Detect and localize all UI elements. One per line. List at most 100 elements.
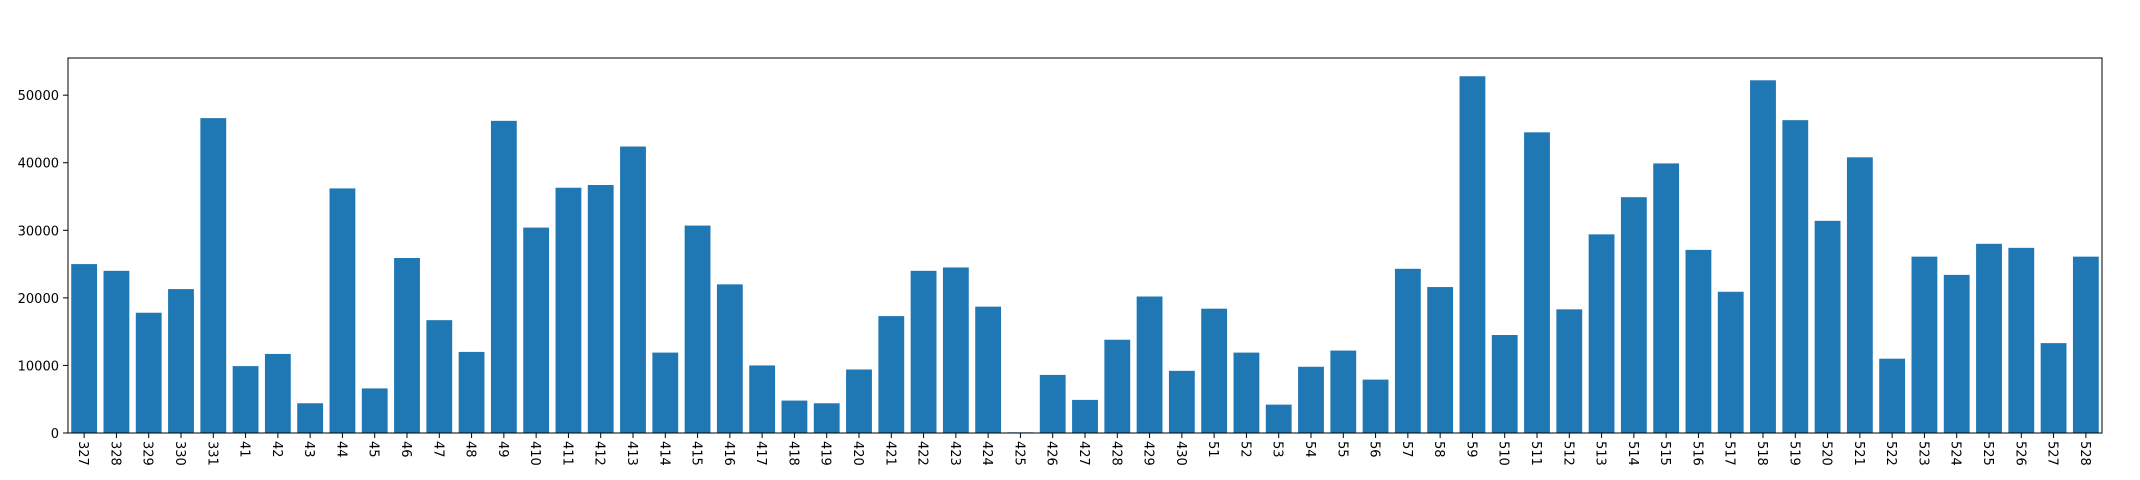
bar-49: [490, 120, 517, 434]
bar-521: [1846, 157, 1873, 433]
bar-522: [1879, 358, 1906, 433]
x-tick-label: 47: [430, 441, 445, 458]
bar-514: [1620, 197, 1647, 433]
bar-57: [1394, 268, 1421, 433]
bar-518: [1750, 80, 1776, 433]
x-tick-label: 54: [1302, 441, 1317, 458]
bar-424: [975, 306, 1002, 433]
bar-429: [1136, 296, 1163, 433]
x-tick-label: 515: [1657, 441, 1672, 466]
x-axis: 327 328 329 330 331 41 42 43 44 45 46 47 48 49 410 411 4…: [75, 433, 2092, 466]
x-tick-label: 520: [1819, 441, 1834, 466]
bar-54: [1298, 366, 1324, 433]
x-tick-label: 58: [1431, 441, 1446, 458]
x-tick-label: 330: [172, 441, 187, 466]
x-tick-label: 420: [850, 441, 865, 466]
y-axis: 0 10000 20000 30000 40000 50000: [18, 89, 68, 442]
x-tick-label: 42: [269, 441, 284, 458]
x-tick-label: 527: [2045, 441, 2060, 466]
bar-59: [1459, 76, 1486, 434]
x-tick-label: 430: [1173, 441, 1188, 466]
bar-423: [942, 267, 969, 433]
x-tick-label: 427: [1076, 441, 1091, 466]
x-tick-label: 514: [1625, 441, 1640, 466]
x-tick-label: 417: [753, 441, 768, 466]
bar-418: [781, 400, 808, 433]
bar-329: [135, 312, 162, 433]
bar-421: [878, 316, 905, 433]
bar-517: [1717, 291, 1744, 433]
bar-410: [523, 227, 550, 433]
x-tick-label: 331: [204, 441, 219, 466]
bar-420: [846, 369, 872, 433]
bar-411: [555, 187, 582, 433]
x-tick-label: 412: [592, 441, 607, 466]
x-tick-label: 413: [624, 441, 639, 466]
x-tick-label: 426: [1044, 441, 1059, 466]
x-tick-label: 415: [689, 441, 704, 466]
x-tick-label: 523: [1915, 441, 1930, 466]
x-tick-label: 422: [915, 441, 930, 466]
x-tick-label: 410: [527, 441, 542, 466]
x-tick-label: 59: [1463, 441, 1478, 458]
bar-428: [1104, 339, 1131, 433]
x-tick-label: 327: [75, 441, 90, 466]
bar-519: [1782, 120, 1809, 433]
bar-44: [329, 188, 356, 433]
x-tick-label: 421: [882, 441, 897, 466]
x-tick-label: 43: [301, 441, 316, 458]
x-tick-label: 52: [1237, 441, 1252, 458]
x-tick-label: 525: [1980, 441, 1995, 466]
x-tick-label: 411: [559, 441, 574, 466]
bar-526: [2008, 247, 2035, 433]
x-tick-label: 423: [947, 441, 962, 466]
bar-426: [1039, 374, 1066, 433]
plot-frame: [67, 57, 2103, 434]
bar-516: [1685, 249, 1712, 433]
x-tick-label: 51: [1205, 441, 1220, 458]
bars-group: [71, 76, 2099, 434]
bar-513: [1588, 234, 1615, 433]
x-tick-label: 516: [1689, 441, 1704, 466]
bar-427: [1072, 399, 1098, 433]
x-tick-label: 521: [1851, 441, 1866, 466]
x-tick-label: 329: [140, 441, 155, 466]
bar-422: [910, 270, 937, 433]
x-tick-label: 44: [333, 441, 348, 458]
bar-414: [652, 352, 679, 433]
x-tick-label: 328: [107, 441, 122, 466]
bar-415: [684, 225, 711, 433]
bar-56: [1362, 379, 1389, 433]
y-tick-label: 50000: [18, 89, 59, 104]
bar-512: [1556, 309, 1583, 433]
y-tick-label: 10000: [18, 359, 59, 374]
x-tick-label: 429: [1141, 441, 1156, 466]
y-tick-label: 0: [51, 427, 59, 442]
bar-525: [1976, 243, 2002, 433]
x-tick-label: 526: [2012, 441, 2027, 466]
x-tick-label: 524: [1948, 441, 1963, 466]
bar-523: [1911, 256, 1938, 433]
bar-46: [394, 258, 420, 433]
x-tick-label: 48: [463, 441, 478, 458]
x-tick-label: 518: [1754, 441, 1769, 466]
x-tick-label: 511: [1528, 441, 1543, 466]
bar-331: [200, 118, 227, 433]
x-tick-label: 522: [1883, 441, 1898, 466]
bar-53: [1265, 404, 1292, 433]
bar-419: [813, 403, 840, 433]
x-tick-label: 55: [1334, 441, 1349, 458]
bar-417: [749, 365, 776, 433]
bar-412: [587, 185, 614, 433]
bar-430: [1168, 370, 1195, 433]
bar-330: [168, 289, 194, 433]
bar-520: [1814, 220, 1841, 433]
bar-413: [620, 146, 646, 433]
x-tick-label: 424: [979, 441, 994, 466]
bar-528: [2072, 256, 2099, 433]
x-tick-label: 416: [721, 441, 736, 466]
y-tick-label: 30000: [18, 224, 59, 239]
x-tick-label: 414: [656, 441, 671, 466]
x-tick-label: 53: [1270, 441, 1285, 458]
